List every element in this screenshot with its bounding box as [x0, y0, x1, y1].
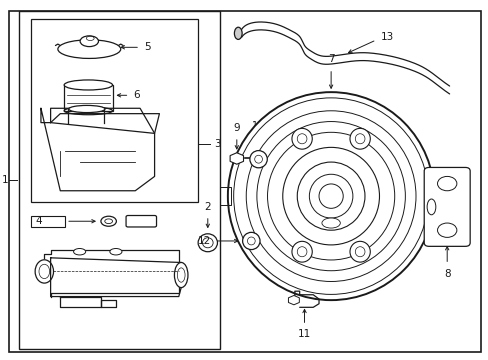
Text: 4: 4 [35, 216, 41, 226]
FancyBboxPatch shape [126, 216, 156, 227]
Text: 2: 2 [204, 202, 211, 212]
Ellipse shape [291, 241, 312, 262]
Text: 3: 3 [214, 139, 220, 149]
Ellipse shape [101, 216, 116, 226]
Ellipse shape [234, 27, 242, 40]
Text: 13: 13 [380, 32, 393, 42]
Bar [31, 19, 198, 202]
Ellipse shape [249, 150, 267, 168]
Bar [64, 85, 112, 111]
Ellipse shape [69, 105, 105, 113]
Ellipse shape [291, 129, 312, 149]
Ellipse shape [110, 248, 122, 255]
Text: 11: 11 [297, 329, 310, 339]
Ellipse shape [349, 129, 369, 149]
FancyBboxPatch shape [424, 167, 469, 246]
Ellipse shape [64, 80, 112, 90]
Text: 5: 5 [143, 42, 150, 52]
Text: 9: 9 [233, 123, 240, 134]
Ellipse shape [198, 234, 217, 252]
Ellipse shape [321, 218, 340, 228]
Text: 7: 7 [327, 54, 334, 64]
Ellipse shape [242, 232, 260, 249]
Bar [19, 12, 220, 348]
Ellipse shape [349, 241, 369, 262]
Text: 12: 12 [198, 236, 211, 246]
Ellipse shape [227, 92, 433, 300]
Ellipse shape [80, 36, 98, 46]
Ellipse shape [297, 162, 364, 230]
Text: 6: 6 [133, 90, 140, 100]
Ellipse shape [426, 199, 435, 215]
Ellipse shape [58, 40, 121, 58]
Text: 8: 8 [443, 269, 449, 279]
Bar [31, 216, 65, 226]
Ellipse shape [174, 262, 187, 288]
Text: 1: 1 [1, 175, 8, 185]
Ellipse shape [73, 248, 85, 255]
FancyBboxPatch shape [431, 188, 455, 204]
Text: 10: 10 [252, 121, 264, 131]
Ellipse shape [35, 260, 53, 283]
